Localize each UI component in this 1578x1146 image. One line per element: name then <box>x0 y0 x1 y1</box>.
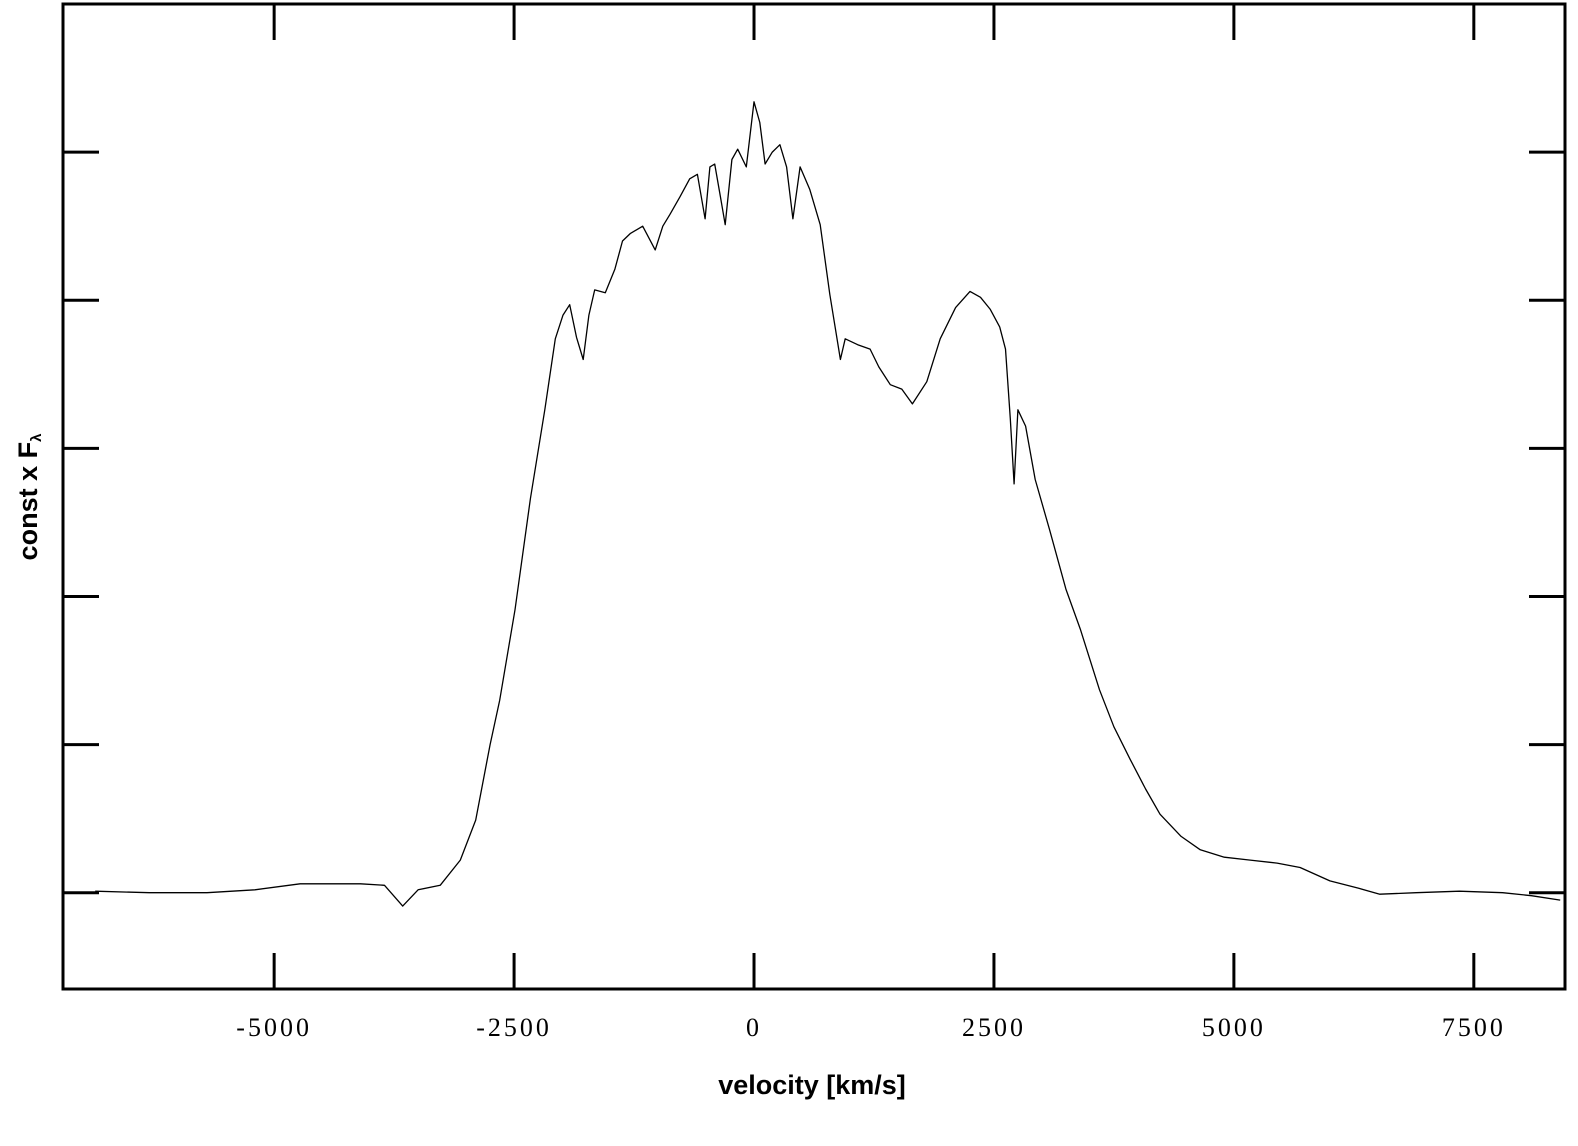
y-axis-label-subscript: λ <box>28 433 45 442</box>
y-axis-label-text: const x F <box>13 442 43 561</box>
x-axis-label: velocity [km/s] <box>718 1070 906 1100</box>
x-tick-label: 2500 <box>962 1013 1026 1042</box>
x-tick-label: -2500 <box>476 1013 552 1042</box>
x-tick-label: -5000 <box>236 1013 312 1042</box>
spectrum-line <box>95 101 1561 907</box>
y-axis-label: const x Fλ <box>13 433 45 561</box>
x-tick-label: 0 <box>746 1013 762 1042</box>
x-tick-label: 5000 <box>1202 1013 1266 1042</box>
plot-frame <box>61 2 1567 991</box>
x-tick-label: 7500 <box>1442 1013 1506 1042</box>
